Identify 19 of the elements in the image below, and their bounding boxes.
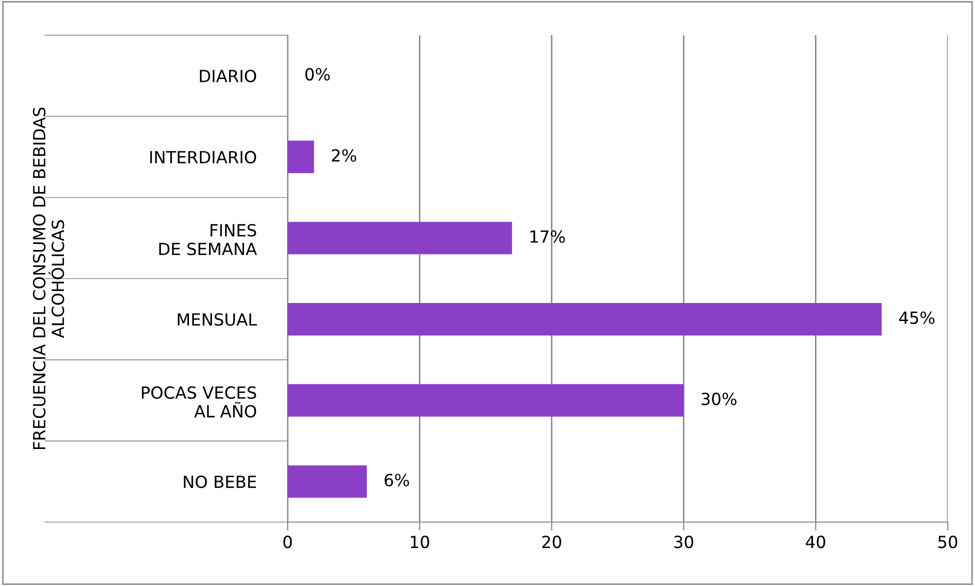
y-tick-label: FINES DE SEMANA xyxy=(159,224,257,256)
x-tick-label: 40 xyxy=(806,536,826,548)
y-axis-title: FRECUENCIA DEL CONSUMO DE BEBIDAS ALCOHÓLICAS xyxy=(32,108,64,450)
data-label: 2% xyxy=(332,149,356,162)
y-tick-label: NO BEBE xyxy=(184,476,256,488)
y-tick-label: INTERDIARIO xyxy=(150,150,256,164)
x-tick-label: 50 xyxy=(938,536,958,548)
y-tick-label: MENSUAL xyxy=(178,313,257,326)
data-label: 0% xyxy=(305,68,330,81)
x-tick-label: 20 xyxy=(542,536,562,548)
data-label: 30% xyxy=(702,392,736,406)
y-tick-label: DIARIO xyxy=(200,70,256,82)
data-label: 17% xyxy=(530,230,565,243)
x-tick-label: 0 xyxy=(283,536,292,548)
data-label: 45% xyxy=(899,311,934,324)
data-label: 6% xyxy=(384,474,410,486)
y-tick-label: POCAS VECES AL AÑO xyxy=(142,386,256,418)
x-tick-label: 30 xyxy=(674,536,694,548)
x-tick-label: 10 xyxy=(410,536,430,548)
